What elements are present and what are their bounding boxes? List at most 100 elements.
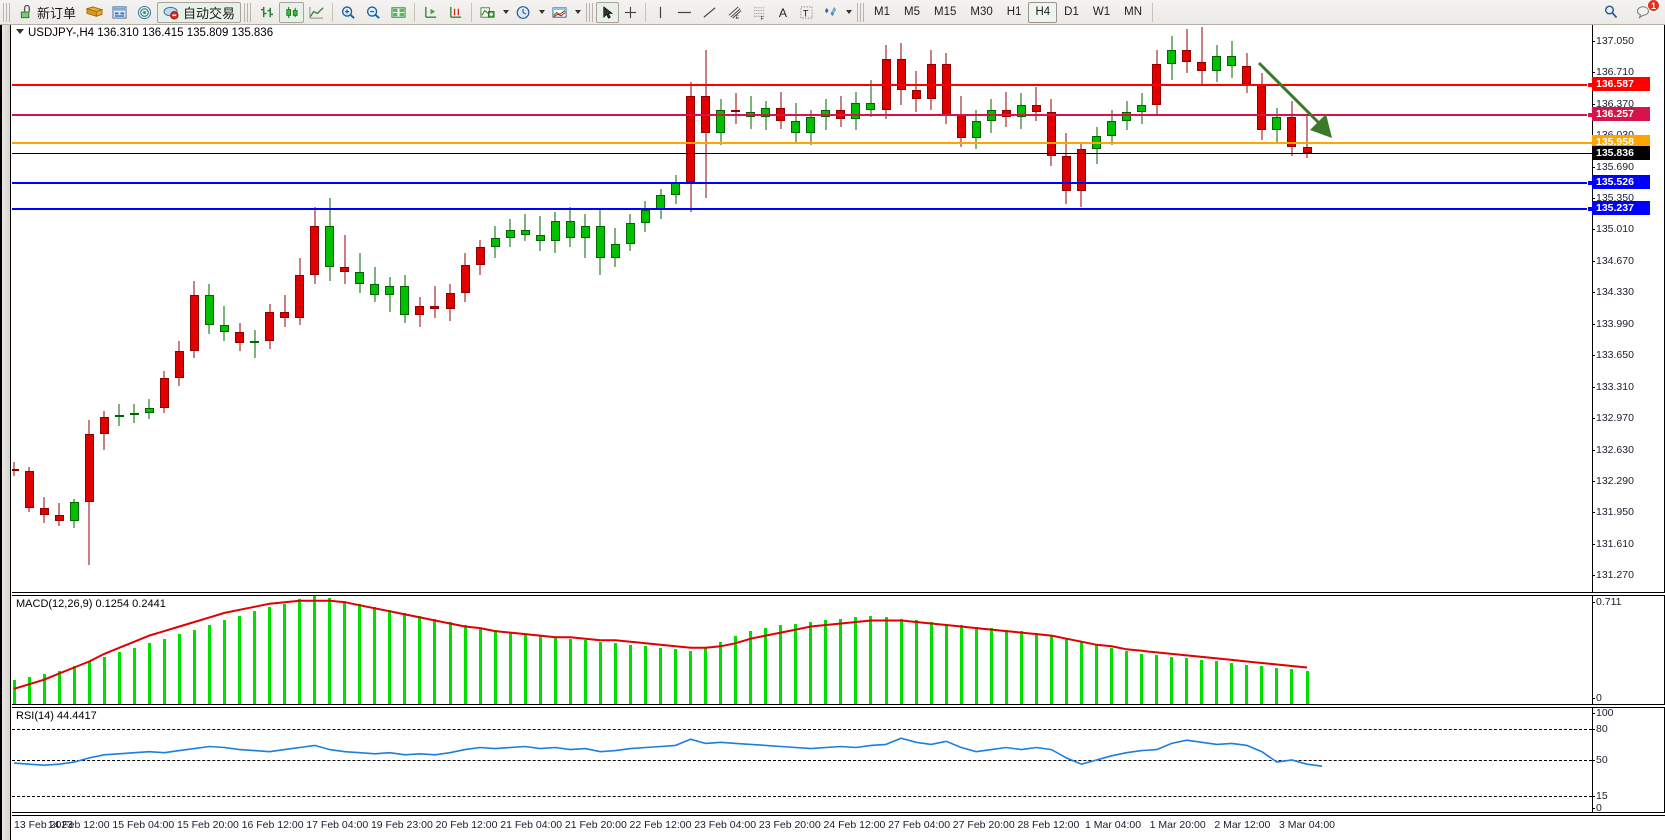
macd-histogram-bar <box>674 649 678 704</box>
text-label-button[interactable]: T <box>795 2 818 23</box>
indicators-dropdown-caret[interactable] <box>500 10 511 14</box>
shapes-button[interactable] <box>818 2 843 23</box>
vertical-line-button[interactable] <box>649 2 672 23</box>
timeframe-m5[interactable]: M5 <box>904 6 920 18</box>
macd-histogram-bar <box>1155 655 1159 704</box>
zoom-in-button[interactable] <box>336 2 361 23</box>
timeframe-m15[interactable]: M15 <box>934 6 957 18</box>
macd-plot-area[interactable] <box>12 596 1592 704</box>
chart-shift-button[interactable] <box>418 2 443 23</box>
rsi-plot-area[interactable] <box>12 708 1592 812</box>
horizontal-line-pivot[interactable] <box>12 141 1592 144</box>
toolbar-grip-3[interactable] <box>586 2 594 22</box>
folder-button[interactable] <box>82 2 107 23</box>
candlestick <box>400 25 410 592</box>
new-order-icon <box>20 4 30 18</box>
data-window-button[interactable] <box>107 2 132 23</box>
fibonacci-button[interactable]: F <box>747 2 772 23</box>
trend-line-button[interactable] <box>697 2 722 23</box>
price-tag-pivot[interactable]: 135.958 <box>1592 134 1650 149</box>
chart-menu-caret-icon[interactable] <box>16 29 24 35</box>
candlestick <box>701 25 711 592</box>
candle-body <box>1046 111 1056 157</box>
periods-dropdown-caret[interactable] <box>536 10 547 14</box>
horizontal-line-support-1[interactable] <box>12 179 1593 186</box>
time-axis-label: 24 Feb 12:00 <box>823 819 886 831</box>
price-tag-resistance-1[interactable]: 136.587 <box>1592 76 1650 91</box>
macd-histogram-bar <box>764 628 768 704</box>
timeframe-h4[interactable]: H4 <box>1028 1 1058 23</box>
zoom-out-button[interactable] <box>361 2 386 23</box>
time-axis-label: 23 Feb 20:00 <box>758 819 821 831</box>
line-chart-button[interactable] <box>304 2 329 23</box>
candlestick <box>746 25 756 592</box>
timeframe-w1[interactable]: W1 <box>1092 6 1111 18</box>
timeframe-m30[interactable]: M30 <box>970 6 993 18</box>
candle-wick <box>133 404 135 423</box>
candle-body <box>731 110 741 113</box>
price-tag-resistance-2[interactable]: 136.257 <box>1592 107 1650 122</box>
auto-scroll-button[interactable] <box>443 2 468 23</box>
price-tag-last-price[interactable]: 135.836 <box>1592 145 1650 160</box>
new-order-button[interactable]: 新订单 <box>13 2 82 23</box>
time-axis[interactable]: 13 Feb 2023 14 Feb 12:00 15 Feb 04:00 15 Fe… <box>12 815 1665 840</box>
bar-chart-button[interactable] <box>254 2 279 23</box>
shapes-dropdown-caret[interactable] <box>843 10 854 14</box>
candlestick <box>159 25 169 592</box>
templates-dropdown-caret[interactable] <box>572 10 583 14</box>
candle-body <box>370 283 380 296</box>
timeframe-mn[interactable]: MN <box>1124 6 1142 18</box>
price-tag-support-1[interactable]: 135.526 <box>1592 174 1650 189</box>
rsi-scale[interactable]: 100 80 50 15 0 <box>1592 708 1664 812</box>
candlestick <box>1227 25 1237 592</box>
candle-body <box>1016 105 1026 118</box>
network-button[interactable] <box>132 2 157 23</box>
timeframe-h1[interactable]: H1 <box>1006 6 1022 18</box>
candle-body <box>716 110 726 134</box>
price-pane[interactable]: USDJPY-,H4 136.310 136.415 135.809 135.8… <box>12 25 1665 593</box>
periods-button[interactable] <box>511 2 536 23</box>
horizontal-line-resistance-1[interactable] <box>12 81 1593 88</box>
templates-button[interactable] <box>547 2 572 23</box>
toolbar-grip[interactable] <box>3 2 10 22</box>
equidistant-channel-button[interactable]: E <box>722 2 747 23</box>
candlestick <box>971 25 981 592</box>
candlestick <box>1031 25 1041 592</box>
annotation-down-arrow[interactable] <box>1254 58 1344 148</box>
macd-histogram-bar <box>598 641 602 704</box>
candle-wick <box>434 285 436 319</box>
price-tag-support-2[interactable]: 135.237 <box>1592 201 1650 216</box>
horizontal-line-resistance-2[interactable] <box>12 112 1593 119</box>
rsi-pane[interactable]: RSI(14) 44.4417 100 80 50 15 0 <box>12 707 1665 813</box>
notifications-button[interactable]: 1 <box>1631 0 1660 23</box>
chart-vertical-scrollbar[interactable] <box>2 25 11 840</box>
toolbar-grip-4[interactable] <box>857 2 865 22</box>
timeframe-m1[interactable]: M1 <box>874 6 891 18</box>
horizontal-line-support-2[interactable] <box>12 206 1593 213</box>
candlestick <box>325 25 335 592</box>
crosshair-button[interactable] <box>619 2 642 23</box>
time-axis-label: 21 Feb 04:00 <box>500 819 563 831</box>
cursor-button[interactable] <box>596 1 620 23</box>
toolbar-grip-2[interactable] <box>244 2 252 22</box>
candle-body <box>505 230 515 238</box>
auto-trading-button[interactable]: 自动交易 <box>157 1 242 23</box>
tile-windows-button[interactable] <box>386 2 411 23</box>
macd-scale[interactable]: 0.711 0 <box>1592 596 1664 704</box>
horizontal-line-last-price[interactable] <box>12 152 1592 154</box>
price-plot-area[interactable] <box>12 25 1593 592</box>
candle-body <box>204 295 214 325</box>
price-tick: 131.610 <box>1592 537 1634 550</box>
candlestick <box>355 25 365 592</box>
time-axis-label: 23 Feb 04:00 <box>694 819 757 831</box>
text-button[interactable]: A <box>772 2 795 23</box>
search-button[interactable] <box>1599 2 1623 23</box>
bar-chart-icon <box>260 6 274 17</box>
macd-pane[interactable]: MACD(12,26,9) 0.1254 0.2441 0.711 0 <box>12 595 1665 705</box>
candlestick-chart-button[interactable] <box>279 1 305 23</box>
timeframe-d1[interactable]: D1 <box>1064 6 1079 18</box>
candle-body <box>159 378 169 408</box>
indicators-button[interactable] <box>475 2 500 23</box>
price-scale[interactable]: 137.050136.710136.370136.030135.690135.3… <box>1592 25 1664 592</box>
horizontal-line-button[interactable] <box>672 2 697 23</box>
